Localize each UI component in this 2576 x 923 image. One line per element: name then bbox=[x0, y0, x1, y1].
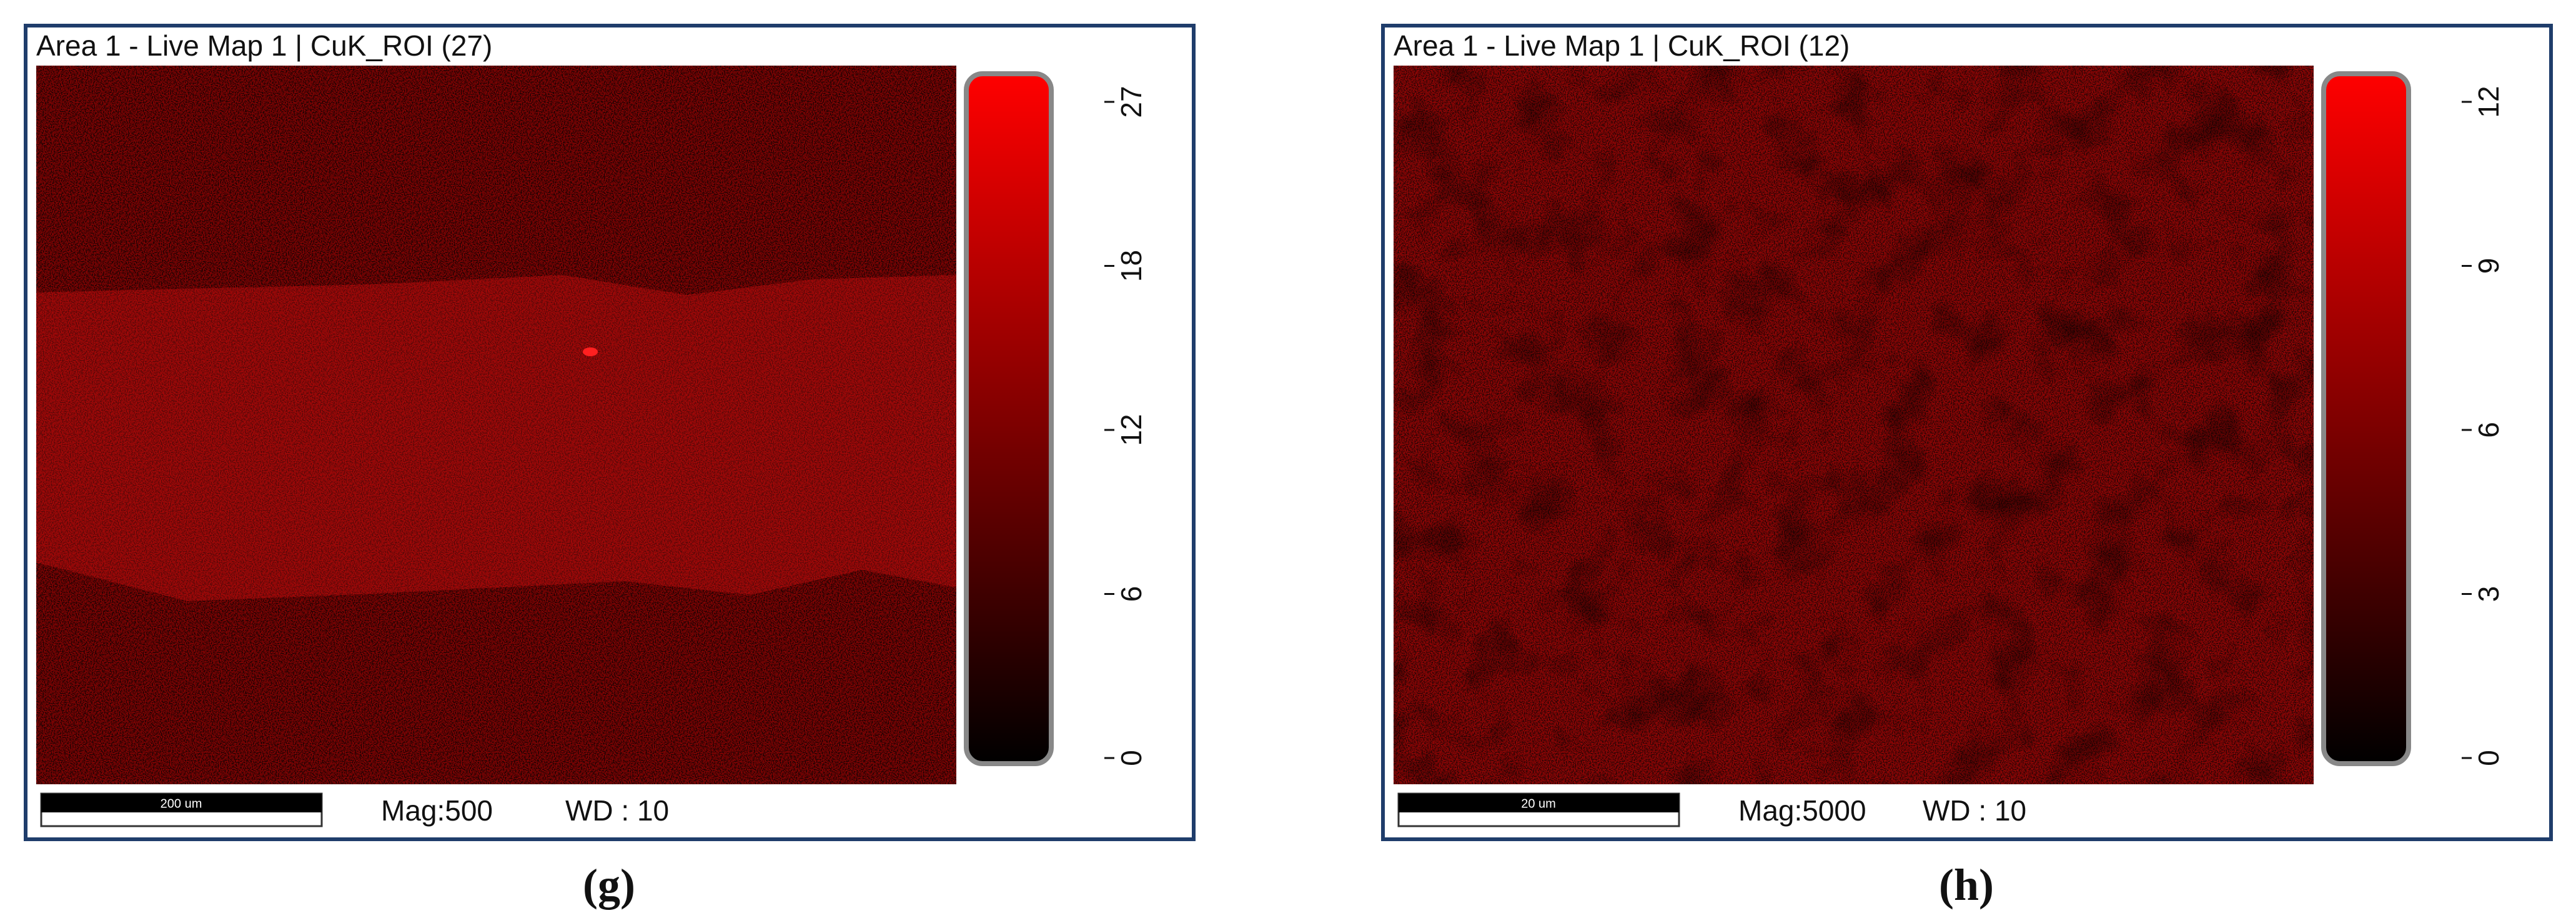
panel-caption: (h) bbox=[1939, 860, 1994, 910]
map-panel: Area 1 - Live Map 1 | CuK_ROI (12) 0 3 6 9 12… bbox=[1381, 24, 2553, 910]
colorbar-tick-label: 0 bbox=[2472, 750, 2505, 766]
colorbar bbox=[964, 71, 1054, 766]
magnification: Mag:5000 bbox=[1738, 794, 1866, 827]
working-distance: WD : 10 bbox=[1923, 794, 2026, 827]
scale-bar bbox=[41, 794, 322, 812]
bright-spot bbox=[583, 347, 598, 356]
colorbar-tick-label: 12 bbox=[1115, 414, 1147, 446]
colorbar-tick-label: 9 bbox=[2472, 258, 2505, 274]
colorbar-tick-label: 6 bbox=[1115, 586, 1147, 602]
magnification: Mag:500 bbox=[381, 794, 493, 827]
scale-bar-label: 200 um bbox=[161, 797, 202, 811]
map-panel: Area 1 - Live Map 1 | CuK_ROI (27) 0 6 12 18… bbox=[24, 24, 1196, 910]
map-title: Area 1 - Live Map 1 | CuK_ROI (27) bbox=[36, 29, 492, 62]
colorbar-tick-label: 0 bbox=[1115, 750, 1147, 766]
panel-caption: (g) bbox=[583, 860, 635, 910]
colorbar-tick-label: 6 bbox=[2472, 422, 2505, 438]
map-noise bbox=[36, 66, 956, 784]
scale-bar bbox=[1399, 794, 1679, 812]
map-mottle bbox=[1394, 66, 2314, 784]
map-title: Area 1 - Live Map 1 | CuK_ROI (12) bbox=[1394, 29, 1850, 62]
scale-bar-label: 20 um bbox=[1521, 797, 1556, 811]
working-distance: WD : 10 bbox=[565, 794, 669, 827]
colorbar-tick-label: 12 bbox=[2472, 86, 2505, 117]
element-map bbox=[1394, 66, 2314, 784]
colorbar-tick-label: 3 bbox=[2472, 586, 2505, 602]
colorbar bbox=[2321, 71, 2411, 766]
colorbar-tick-label: 18 bbox=[1115, 250, 1147, 282]
element-map bbox=[36, 66, 956, 784]
colorbar-tick-label: 27 bbox=[1115, 86, 1147, 117]
